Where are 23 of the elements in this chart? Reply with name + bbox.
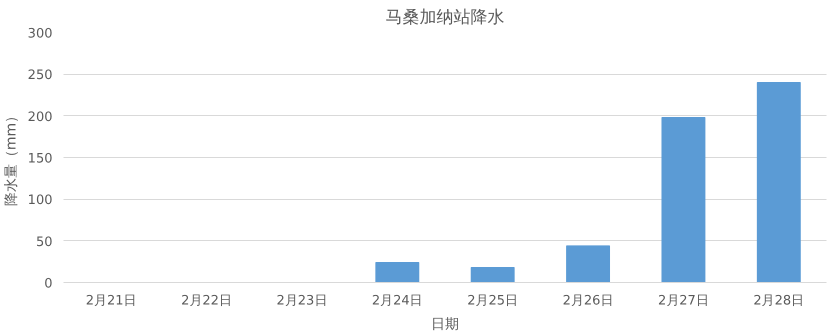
x-tick-label: 2月24日 (372, 294, 423, 308)
x-tick-label: 2月23日 (276, 294, 328, 308)
chart-title: 马桑加纳站降水 (386, 8, 504, 28)
x-tick-label: 2月28日 (753, 294, 804, 308)
y-tick-label: 0 (44, 276, 53, 292)
bar (756, 82, 801, 282)
bar (661, 117, 706, 282)
x-tick-label: 2月26日 (562, 294, 614, 308)
y-tick-label: 100 (28, 193, 53, 208)
x-tick-label: 2月22日 (181, 294, 232, 308)
x-tick-label: 2月25日 (467, 294, 518, 308)
x-axis-title: 日期 (431, 316, 459, 332)
bar (566, 245, 610, 282)
y-tick-label: 50 (36, 234, 53, 250)
x-tick-label: 2月27日 (658, 294, 709, 308)
y-axis-title: 降水量（mm） (4, 108, 20, 206)
bar (470, 267, 515, 282)
x-tick-label: 2月21日 (86, 294, 137, 308)
bar (375, 262, 420, 282)
y-tick-label: 200 (28, 110, 53, 125)
y-tick-label: 250 (28, 68, 53, 84)
y-tick-label: 300 (28, 26, 53, 42)
y-tick-label: 150 (28, 152, 53, 166)
